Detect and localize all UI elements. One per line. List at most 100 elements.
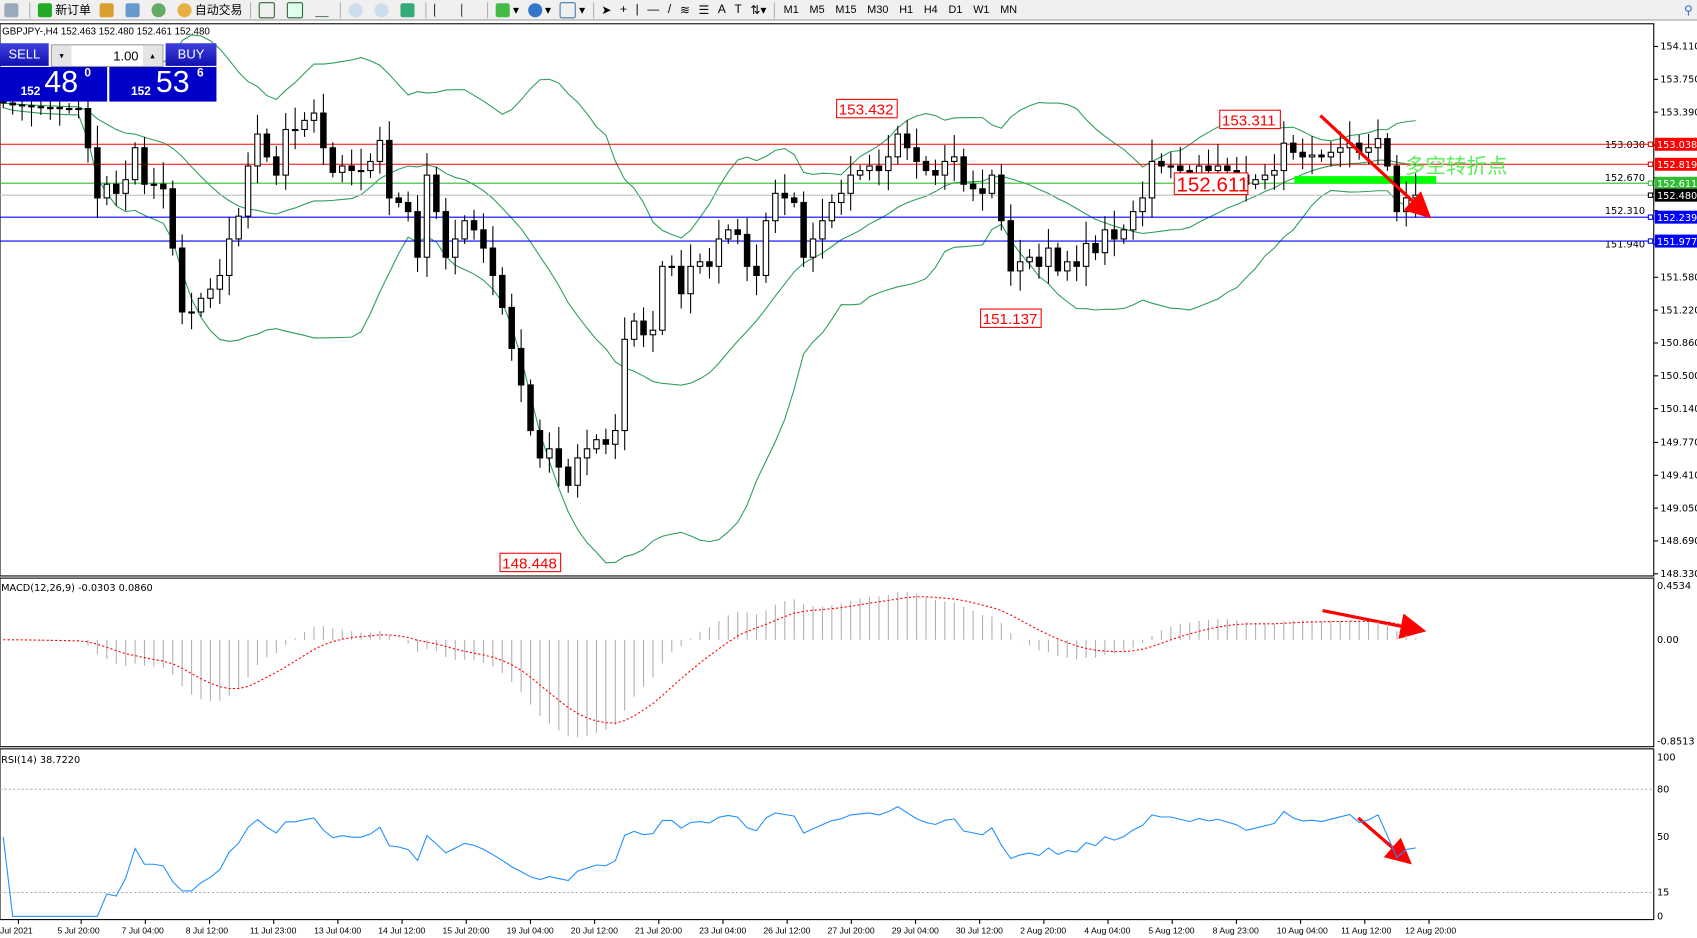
auto-trading-icon [177, 2, 192, 17]
candle-body [696, 261, 704, 267]
candle-body [84, 107, 92, 149]
templates-button[interactable]: ▾ [555, 1, 589, 18]
timeframe-group: M1 M5 M15 M30 H1 H4 D1 W1 MN [778, 1, 1022, 18]
fibonacci-button[interactable]: ☰ [694, 1, 713, 18]
text-label-icon: T [734, 3, 742, 17]
timeframe-mn[interactable]: MN [1000, 3, 1018, 16]
timeframe-h4[interactable]: H4 [923, 3, 938, 16]
price-line-tag [1654, 188, 1697, 202]
sell-price-main: 48 [44, 64, 79, 99]
candle-body [310, 112, 318, 121]
main-panel-frame [0, 23, 1655, 577]
buy-price[interactable]: 152 53 6 [109, 65, 217, 102]
text-label-button[interactable]: T [730, 1, 746, 18]
lot-increase-button[interactable]: ▴ [142, 45, 163, 66]
candle-body [1082, 242, 1090, 267]
candle-body [103, 183, 111, 199]
candle-body [131, 147, 139, 181]
lot-decrease-button[interactable]: ▾ [51, 45, 72, 66]
crosshair-button[interactable]: + [616, 1, 632, 18]
candle-body [216, 274, 224, 290]
candle-body [225, 238, 233, 277]
macd-panel-frame [0, 577, 1655, 748]
price-line-value: 152.480 [1657, 191, 1697, 202]
candle-body [395, 197, 402, 204]
timeframe-m15[interactable]: M15 [835, 3, 857, 16]
candle-body [734, 229, 741, 235]
timeframe-w1[interactable]: W1 [973, 3, 990, 16]
candle-body [423, 174, 431, 258]
terminal-button[interactable] [121, 1, 147, 18]
timeframe-m1[interactable]: M1 [783, 3, 799, 16]
candle-body [932, 170, 939, 176]
buy-button[interactable]: BUY [165, 43, 217, 66]
candle-body [56, 107, 63, 110]
periods-button[interactable]: ▾ [523, 1, 555, 18]
candle-body [838, 192, 845, 204]
candle-body [1111, 229, 1118, 240]
candle-body [1205, 165, 1212, 172]
buy-price-pip: 6 [196, 66, 204, 80]
timeframe-m5[interactable]: M5 [809, 3, 825, 16]
price-line-tag [1654, 157, 1697, 171]
autoscroll-icon [434, 2, 449, 17]
candle-body [743, 233, 751, 267]
equidistant-channel-button[interactable]: ≋ [676, 1, 695, 18]
candle-chart-button[interactable] [282, 1, 310, 18]
timeframe-m30[interactable]: M30 [867, 3, 889, 16]
new-order-button[interactable]: 新订单 [34, 1, 96, 18]
trend-down-arrow [1322, 608, 1427, 639]
candle-body [178, 247, 186, 313]
arrows-button[interactable]: ⇅▾ [746, 1, 771, 18]
zoom-tool-button[interactable] [0, 1, 26, 18]
candle-body [706, 261, 713, 267]
autoscroll-button[interactable] [430, 1, 457, 18]
price-line-tag [1654, 176, 1697, 190]
candle-body [489, 247, 497, 277]
sell-price[interactable]: 152 48 0 [0, 64, 108, 102]
cursor-button[interactable]: ➤ [597, 1, 616, 18]
magnifier-icon [4, 2, 19, 17]
candle-body [386, 139, 393, 199]
candle-body [517, 347, 525, 386]
auto-trading-button[interactable]: 自动交易 [173, 1, 247, 18]
candle-body [772, 192, 779, 222]
tile-windows-button[interactable] [396, 1, 422, 18]
lot-stepper[interactable]: ▾ 1.00 ▴ [50, 44, 164, 67]
indicators-button[interactable]: ▾ [491, 1, 523, 18]
price-label: 148.448 [502, 555, 557, 572]
candle-body [913, 147, 920, 162]
text-button[interactable]: A [714, 1, 731, 18]
candle-body [433, 174, 440, 213]
signals-button[interactable] [147, 1, 173, 18]
bar-chart-button[interactable] [254, 1, 282, 18]
time-axis-label: 23 Jul 04:00 [699, 926, 746, 936]
experts-button[interactable] [95, 1, 121, 18]
time-axis-label: 10 Aug 04:00 [1277, 926, 1328, 936]
bar-chart-icon [258, 1, 275, 18]
candle-body [621, 338, 628, 432]
zoom-in-button[interactable] [344, 1, 370, 18]
trendline-button[interactable]: / [664, 1, 676, 18]
vertical-line-button[interactable]: | [631, 1, 643, 18]
sell-button[interactable]: SELL [0, 43, 49, 66]
timeframe-d1[interactable]: D1 [948, 3, 963, 16]
candle-body [169, 188, 176, 249]
line-chart-button[interactable] [311, 1, 337, 18]
trend-down-arrow [1357, 816, 1412, 865]
candle-body [197, 297, 205, 313]
candle-body [1308, 154, 1316, 158]
chart-shift-button[interactable] [457, 1, 484, 18]
lot-input[interactable]: 1.00 [113, 48, 139, 64]
timeframe-h1[interactable]: H1 [899, 3, 914, 16]
rsi-line [2, 806, 1416, 917]
candle-body [122, 179, 129, 194]
candle-body [790, 197, 798, 204]
search-button[interactable]: ⚲ [1680, 1, 1697, 18]
candle-body [659, 265, 666, 331]
price-axis-label: 154.110 [1660, 42, 1697, 53]
horizontal-line-button[interactable]: — [643, 1, 664, 18]
candle-body [1120, 229, 1127, 240]
zoom-out-button[interactable] [370, 1, 396, 18]
